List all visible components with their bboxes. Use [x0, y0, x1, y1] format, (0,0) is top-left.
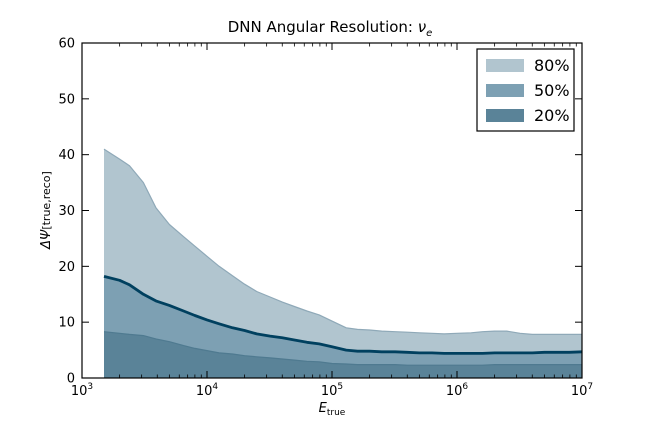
series-areas — [104, 149, 582, 378]
x-tick-label: 107 — [571, 382, 593, 399]
x-axis-title: Etrue — [319, 401, 346, 418]
chart-title: DNN Angular Resolution: νe — [228, 18, 433, 39]
legend: 80% 50% 20% — [476, 48, 575, 132]
legend-label-80: 80% — [534, 56, 570, 75]
legend-swatch-80 — [486, 59, 524, 72]
y-tick-label: 10 — [58, 316, 75, 331]
y-tick-label: 50 — [58, 92, 75, 107]
x-tick-label: 103 — [71, 382, 93, 399]
legend-label-20: 20% — [534, 106, 570, 125]
y-axis: 0 10 20 30 40 50 60 — [58, 37, 582, 387]
title-subscript: e — [426, 28, 432, 39]
x-tick-label: 104 — [196, 382, 219, 399]
y-tick-label: 40 — [58, 148, 75, 163]
series-lines — [103, 148, 583, 366]
area-series-0 — [104, 149, 582, 378]
legend-label-50: 50% — [534, 81, 570, 100]
y-tick-label: 60 — [58, 37, 75, 52]
area-series-1 — [104, 276, 582, 378]
line-series-0 — [103, 148, 582, 335]
line-series-2 — [103, 331, 582, 366]
area-series-2 — [104, 331, 582, 378]
x-axis: 103 104 105 106 107 — [71, 43, 593, 399]
y-tick-label: 0 — [67, 372, 75, 387]
line-series-1 — [103, 275, 583, 355]
y-tick-label: 20 — [58, 260, 75, 275]
x-tick-label: 106 — [446, 382, 469, 399]
y-axis-title: ΔΨ[true,reco] — [39, 171, 54, 250]
title-symbol: ν — [418, 18, 426, 36]
legend-swatch-50 — [486, 84, 524, 97]
legend-swatch-20 — [486, 109, 524, 122]
x-tick-label: 105 — [321, 382, 343, 399]
y-tick-label: 30 — [58, 204, 75, 219]
